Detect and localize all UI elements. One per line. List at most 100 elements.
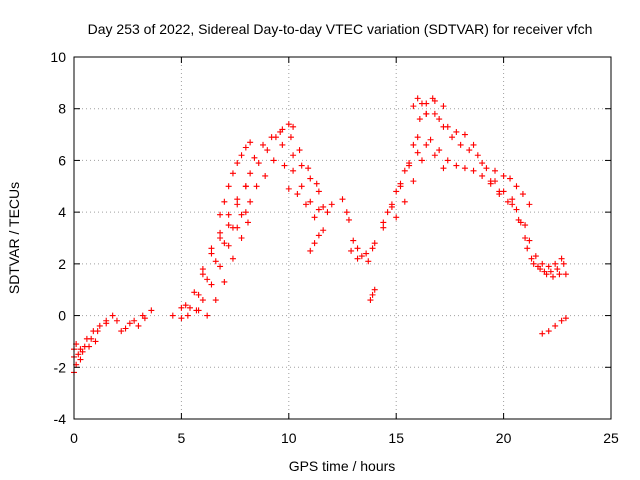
data-point [530, 260, 537, 267]
data-point [139, 312, 146, 319]
data-point [298, 162, 305, 169]
series-track-m [251, 121, 297, 161]
data-point [178, 315, 185, 322]
data-point [178, 304, 185, 311]
data-point [401, 198, 408, 205]
data-point [305, 165, 312, 172]
data-point [461, 131, 468, 138]
y-tick-label: 10 [50, 49, 66, 65]
data-point [255, 160, 262, 167]
series-track-z [410, 95, 430, 117]
series-track-q [290, 152, 322, 195]
data-point [221, 278, 228, 285]
y-tick-label: 2 [58, 256, 66, 272]
axis-ticks: 0 5 10 15 20 25 -4 -2 0 2 4 6 8 10 [50, 49, 619, 446]
data-point [217, 229, 224, 236]
data-point [225, 222, 232, 229]
data-point [365, 258, 372, 265]
series-track-e [113, 312, 146, 332]
y-tick-label: 6 [58, 152, 66, 168]
data-point [86, 343, 93, 350]
data-point [487, 180, 494, 187]
data-point [545, 263, 552, 270]
data-point [414, 134, 421, 141]
data-point [479, 160, 486, 167]
data-point [431, 110, 438, 117]
data-point [311, 240, 318, 247]
data-point [251, 154, 258, 161]
data-point [410, 103, 417, 110]
data-point [186, 304, 193, 311]
series-track-af [517, 219, 569, 280]
series-track-ai [71, 356, 84, 376]
series-track-ab [431, 110, 516, 203]
x-tick-label: 20 [496, 430, 512, 446]
data-point [350, 237, 357, 244]
data-point [169, 312, 176, 319]
data-point [369, 291, 376, 298]
data-point [522, 222, 529, 229]
data-point [184, 312, 191, 319]
data-point [83, 335, 90, 342]
data-point [479, 172, 486, 179]
data-point [348, 247, 355, 254]
data-point [296, 147, 303, 154]
data-point [148, 307, 155, 314]
data-point [290, 123, 297, 130]
data-point [440, 123, 447, 130]
data-point [440, 103, 447, 110]
data-point [500, 172, 507, 179]
data-point [552, 322, 559, 329]
data-point [75, 351, 82, 358]
data-point [358, 253, 365, 260]
series-track-o [281, 162, 335, 216]
data-point [234, 224, 241, 231]
data-point [204, 312, 211, 319]
series-track-y [393, 136, 434, 221]
data-point [496, 188, 503, 195]
data-point [270, 157, 277, 164]
chart-title: Day 253 of 2022, Sidereal Day-to-day VTE… [88, 21, 593, 37]
data-point [242, 183, 249, 190]
data-point [234, 196, 241, 203]
data-point [423, 141, 430, 148]
data-point [302, 201, 309, 208]
data-point [410, 178, 417, 185]
x-tick-label: 10 [281, 430, 297, 446]
series-track-ah [539, 315, 569, 337]
y-axis-label: SDTVAR / TECUs [6, 182, 22, 294]
data-point [285, 121, 292, 128]
data-point [461, 165, 468, 172]
series-track-ad [492, 167, 533, 208]
data-point [524, 245, 531, 252]
data-point [406, 160, 413, 167]
data-point [247, 198, 254, 205]
series-track-a [71, 312, 116, 358]
data-point [526, 237, 533, 244]
data-point [393, 214, 400, 221]
data-point [418, 157, 425, 164]
series-track-ac [436, 147, 503, 195]
data-point [429, 95, 436, 102]
series-track-r [307, 227, 327, 254]
data-point [418, 100, 425, 107]
data-point [199, 271, 206, 278]
data-point [537, 266, 544, 273]
series-track-ag [526, 237, 565, 270]
data-point [414, 149, 421, 156]
data-point [354, 245, 361, 252]
data-point [234, 160, 241, 167]
data-point [556, 271, 563, 278]
data-point [279, 141, 286, 148]
data-point [369, 245, 376, 252]
series-track-j [199, 183, 249, 273]
data-point [253, 183, 260, 190]
data-point [504, 198, 511, 205]
data-point [416, 116, 423, 123]
data-point [343, 209, 350, 216]
data-point [212, 258, 219, 265]
data-point [204, 276, 211, 283]
data-point [311, 214, 318, 221]
data-point [212, 297, 219, 304]
